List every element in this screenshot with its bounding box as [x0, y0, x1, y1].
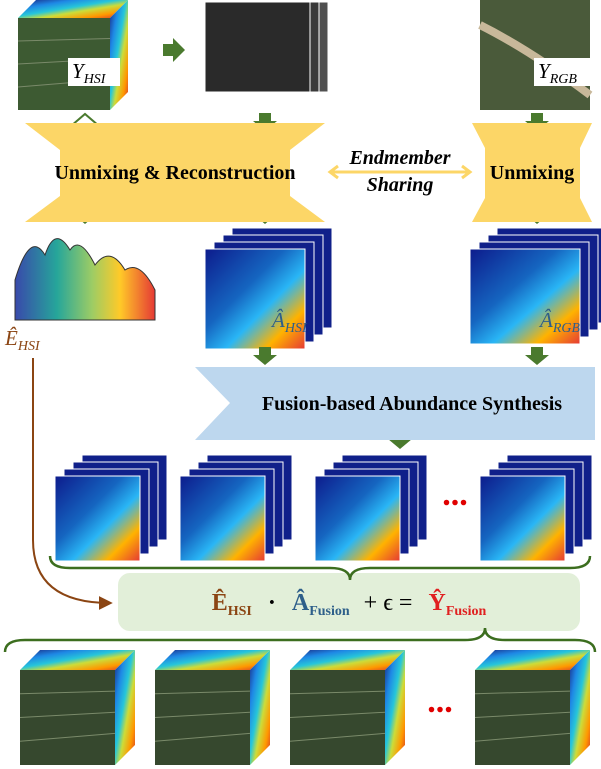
symbol: Ê	[4, 326, 18, 350]
sharing-label: Sharing	[367, 174, 434, 196]
symbol-sub: HSI	[17, 339, 41, 354]
eq-e: Ê	[212, 589, 228, 616]
symbol: Â	[270, 308, 285, 332]
symbol-sub: HSI	[284, 321, 308, 336]
gray-layer	[205, 2, 310, 92]
cube-front	[155, 670, 250, 765]
cube-top	[475, 650, 590, 670]
brace-bottom	[5, 628, 595, 652]
map-layer	[315, 476, 400, 561]
cube-top	[155, 650, 270, 670]
cube-side	[385, 650, 405, 765]
eq-y-sub: Fusion	[446, 604, 487, 619]
sharing-label: Endmember	[348, 147, 450, 169]
map-layer	[180, 476, 265, 561]
spectra	[15, 239, 155, 320]
page: body { margin: 0; width: 601px; height: …	[0, 0, 601, 769]
cube-front	[290, 670, 385, 765]
cube-side	[250, 650, 270, 765]
cube-side	[110, 0, 128, 110]
map-layer	[55, 476, 140, 561]
symbol-sub: RGB	[549, 72, 578, 87]
body: {"y_hsi": {"base": "Y", "sub": "HSI"}, "…	[0, 0, 601, 769]
cube-top	[18, 0, 128, 18]
cube-top	[20, 650, 135, 670]
eq-y: Ŷ	[428, 589, 445, 616]
eq-e-sub: HSI	[228, 604, 252, 619]
cube-front	[475, 670, 570, 765]
symbol-label: ÊHSI	[4, 326, 41, 354]
map-layer	[480, 476, 565, 561]
symbol: Â	[538, 308, 553, 332]
ellipsis: ...	[427, 683, 453, 720]
ellipsis: ...	[442, 476, 468, 513]
symbol-sub: HSI	[83, 72, 107, 87]
eq-a-sub: Fusion	[309, 604, 350, 619]
eq-dot: ·	[268, 590, 276, 616]
eq-plus: + ϵ =	[364, 590, 413, 616]
arrow-down	[525, 347, 549, 365]
eq-a: Â	[292, 589, 310, 616]
fusion-label: Fusion-based Abundance Synthesis	[262, 393, 562, 415]
unmix-label: Unmixing	[490, 162, 574, 184]
diagram: Unmixing & Reconstruction Unmixing Endme…	[0, 0, 601, 769]
cube-side	[570, 650, 590, 765]
cube-front	[20, 670, 115, 765]
cube-top	[290, 650, 405, 670]
unmix-recon-label: Unmixing & Reconstruction	[54, 162, 295, 184]
arrow-right	[163, 38, 185, 62]
arrow-down	[253, 347, 277, 365]
symbol-sub: RGB	[552, 321, 581, 336]
cube-side	[115, 650, 135, 765]
